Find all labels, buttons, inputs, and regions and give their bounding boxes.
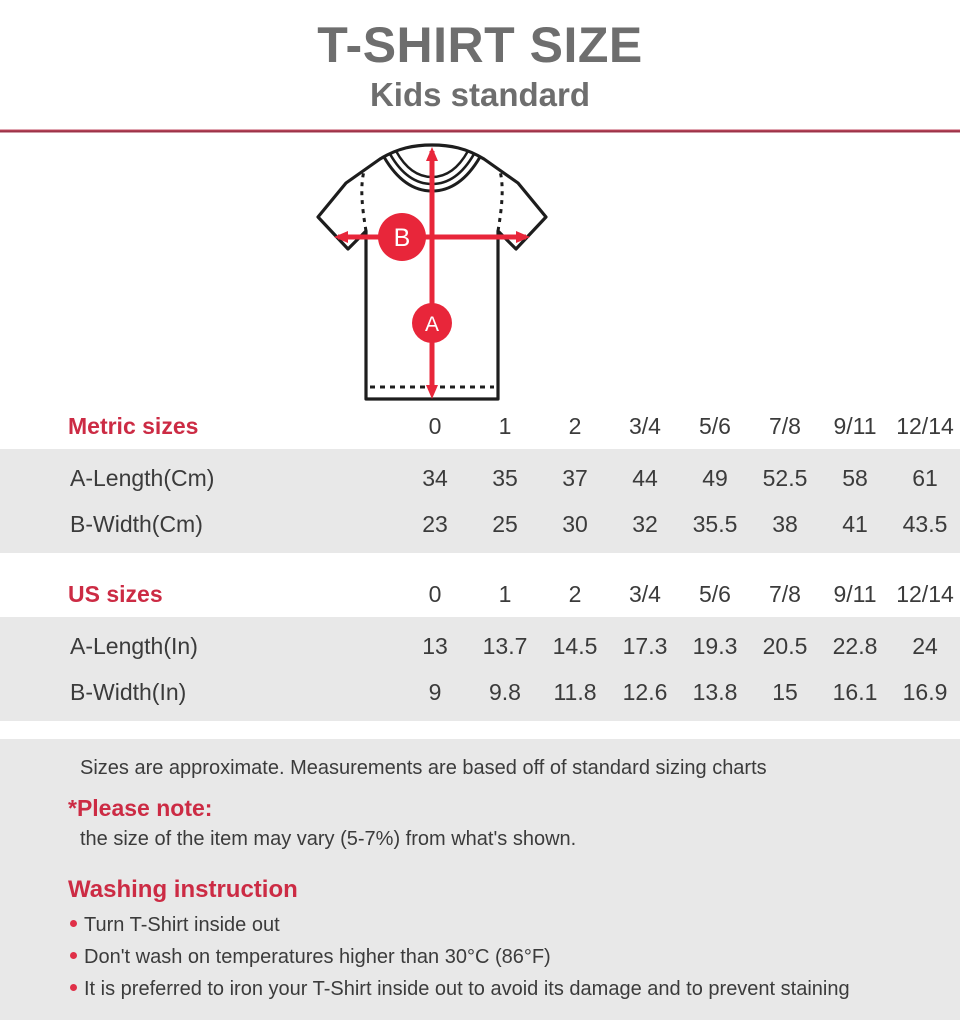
size-cell: 12/14	[896, 580, 954, 607]
notes-separator	[0, 721, 960, 740]
value-cells: 23 25 30 32 35.5 38 41 43.5	[400, 511, 960, 538]
marker-b-label: B	[394, 224, 411, 252]
row-label: A-Length(Cm)	[70, 464, 215, 491]
us-header-row: US sizes 0 1 2 3/4 5/6 7/8 9/11 12/14	[0, 571, 960, 618]
bullet-icon	[70, 984, 77, 992]
band-spacer	[0, 449, 960, 456]
value-cell: 49	[702, 464, 728, 491]
page-title: T-SHIRT SIZE	[317, 17, 643, 73]
size-cell: 5/6	[699, 412, 731, 439]
size-cell: 2	[568, 580, 582, 607]
t-shirt-outline-icon: A B	[316, 143, 548, 401]
metric-header-label: Metric sizes	[68, 412, 199, 439]
band-spacer	[0, 715, 960, 722]
table-row: A-Length(In) 13 13.7 14.5 17.3 19.3 20.5…	[0, 623, 960, 670]
page-subtitle: Kids standard	[369, 76, 591, 113]
size-cell: 1	[498, 412, 512, 439]
size-cell: 7/8	[769, 580, 801, 607]
washing-title: Washing instruction	[68, 876, 298, 904]
value-cell: 32	[632, 510, 658, 537]
value-cell: 38	[772, 510, 798, 537]
notes-section: Sizes are approximate. Measurements are …	[0, 739, 960, 865]
table-row: B-Width(In) 9 9.8 11.8 12.6 13.8 15 16.1…	[0, 669, 960, 716]
table-row: A-Length(Cm) 34 35 37 44 49 52.5 58 61	[0, 455, 960, 502]
value-cell: 9.8	[489, 678, 521, 705]
value-cell: 58	[842, 464, 868, 491]
value-cell: 13.7	[482, 632, 528, 659]
table-separator	[0, 553, 960, 572]
size-cell: 7/8	[769, 412, 801, 439]
value-cell: 16.9	[902, 678, 948, 705]
row-label: A-Length(In)	[70, 632, 198, 659]
value-cell: 24	[912, 632, 938, 659]
washing-item: Turn T-Shirt inside out	[0, 909, 960, 941]
value-cell: 37	[562, 464, 588, 491]
value-cell: 25	[492, 510, 518, 537]
value-cell: 14.5	[552, 632, 598, 659]
t-shirt-diagram: A B	[0, 133, 960, 404]
us-size-table: US sizes 0 1 2 3/4 5/6 7/8 9/11 12/14 A-…	[0, 571, 960, 722]
table-row: B-Width(Cm) 23 25 30 32 35.5 38 41 43.5	[0, 501, 960, 548]
size-cell: 2	[568, 412, 582, 439]
value-cell: 9	[428, 678, 442, 705]
us-size-cells: 0 1 2 3/4 5/6 7/8 9/11 12/14	[400, 581, 960, 608]
value-cell: 17.3	[622, 632, 668, 659]
band-spacer	[0, 547, 960, 554]
washing-item: It is preferred to iron your T-Shirt ins…	[0, 973, 960, 1005]
value-cell: 11.8	[553, 678, 597, 705]
size-cell: 0	[428, 412, 442, 439]
value-cell: 12.6	[622, 678, 668, 705]
bullet-icon	[70, 919, 77, 927]
value-cell: 41	[842, 510, 868, 537]
metric-header-row: Metric sizes 0 1 2 3/4 5/6 7/8 9/11 12/1…	[0, 403, 960, 450]
washing-item-label: Turn T-Shirt inside out	[84, 913, 280, 936]
please-note-title: *Please note:	[68, 795, 213, 822]
value-cell: 20.5	[762, 632, 808, 659]
page-header: T-SHIRT SIZE Kids standard	[0, 0, 960, 134]
washing-item-label: It is preferred to iron your T-Shirt ins…	[84, 978, 850, 1001]
marker-a-label: A	[425, 313, 439, 336]
size-cell: 5/6	[699, 580, 731, 607]
value-cell: 13	[422, 632, 448, 659]
size-cell: 9/11	[833, 580, 877, 607]
value-cell: 34	[422, 464, 448, 491]
header-divider	[0, 129, 960, 134]
size-cell: 1	[498, 580, 512, 607]
value-cells: 34 35 37 44 49 52.5 58 61	[400, 465, 960, 492]
marker-a-circle	[412, 303, 452, 344]
value-cell: 23	[422, 510, 448, 537]
value-cell: 19.3	[692, 632, 738, 659]
value-cells: 13 13.7 14.5 17.3 19.3 20.5 22.8 24	[400, 633, 960, 660]
please-note-body: the size of the item may vary (5-7%) fro…	[80, 828, 577, 851]
value-cell: 52.5	[762, 464, 808, 491]
row-label: B-Width(Cm)	[70, 510, 203, 537]
value-cell: 30	[562, 510, 588, 537]
bullet-icon	[70, 951, 77, 959]
size-cell: 3/4	[629, 412, 661, 439]
band-spacer	[0, 617, 960, 624]
value-cell: 15	[772, 678, 798, 705]
value-cell: 43.5	[902, 510, 948, 537]
washing-instruction-section: Washing instruction Turn T-Shirt inside …	[0, 864, 960, 1020]
metric-size-cells: 0 1 2 3/4 5/6 7/8 9/11 12/14	[400, 413, 960, 440]
metric-size-table: Metric sizes 0 1 2 3/4 5/6 7/8 9/11 12/1…	[0, 403, 960, 554]
washing-item: Don't wash on temperatures higher than 3…	[0, 941, 960, 973]
note-approximate: Sizes are approximate. Measurements are …	[80, 757, 767, 780]
value-cell: 16.1	[832, 678, 878, 705]
value-cell: 22.8	[832, 632, 878, 659]
value-cell: 44	[632, 464, 658, 491]
value-cell: 35.5	[692, 510, 738, 537]
washing-item-label: Don't wash on temperatures higher than 3…	[84, 945, 551, 968]
us-header-label: US sizes	[68, 580, 163, 607]
size-cell: 3/4	[629, 580, 661, 607]
value-cell: 13.8	[692, 678, 738, 705]
value-cell: 35	[492, 464, 518, 491]
row-label: B-Width(In)	[70, 678, 187, 705]
value-cell: 61	[912, 464, 938, 491]
size-cell: 9/11	[833, 412, 877, 439]
marker-b-circle	[378, 213, 426, 262]
value-cells: 9 9.8 11.8 12.6 13.8 15 16.1 16.9	[400, 679, 960, 706]
size-cell: 0	[428, 580, 442, 607]
size-cell: 12/14	[896, 412, 954, 439]
